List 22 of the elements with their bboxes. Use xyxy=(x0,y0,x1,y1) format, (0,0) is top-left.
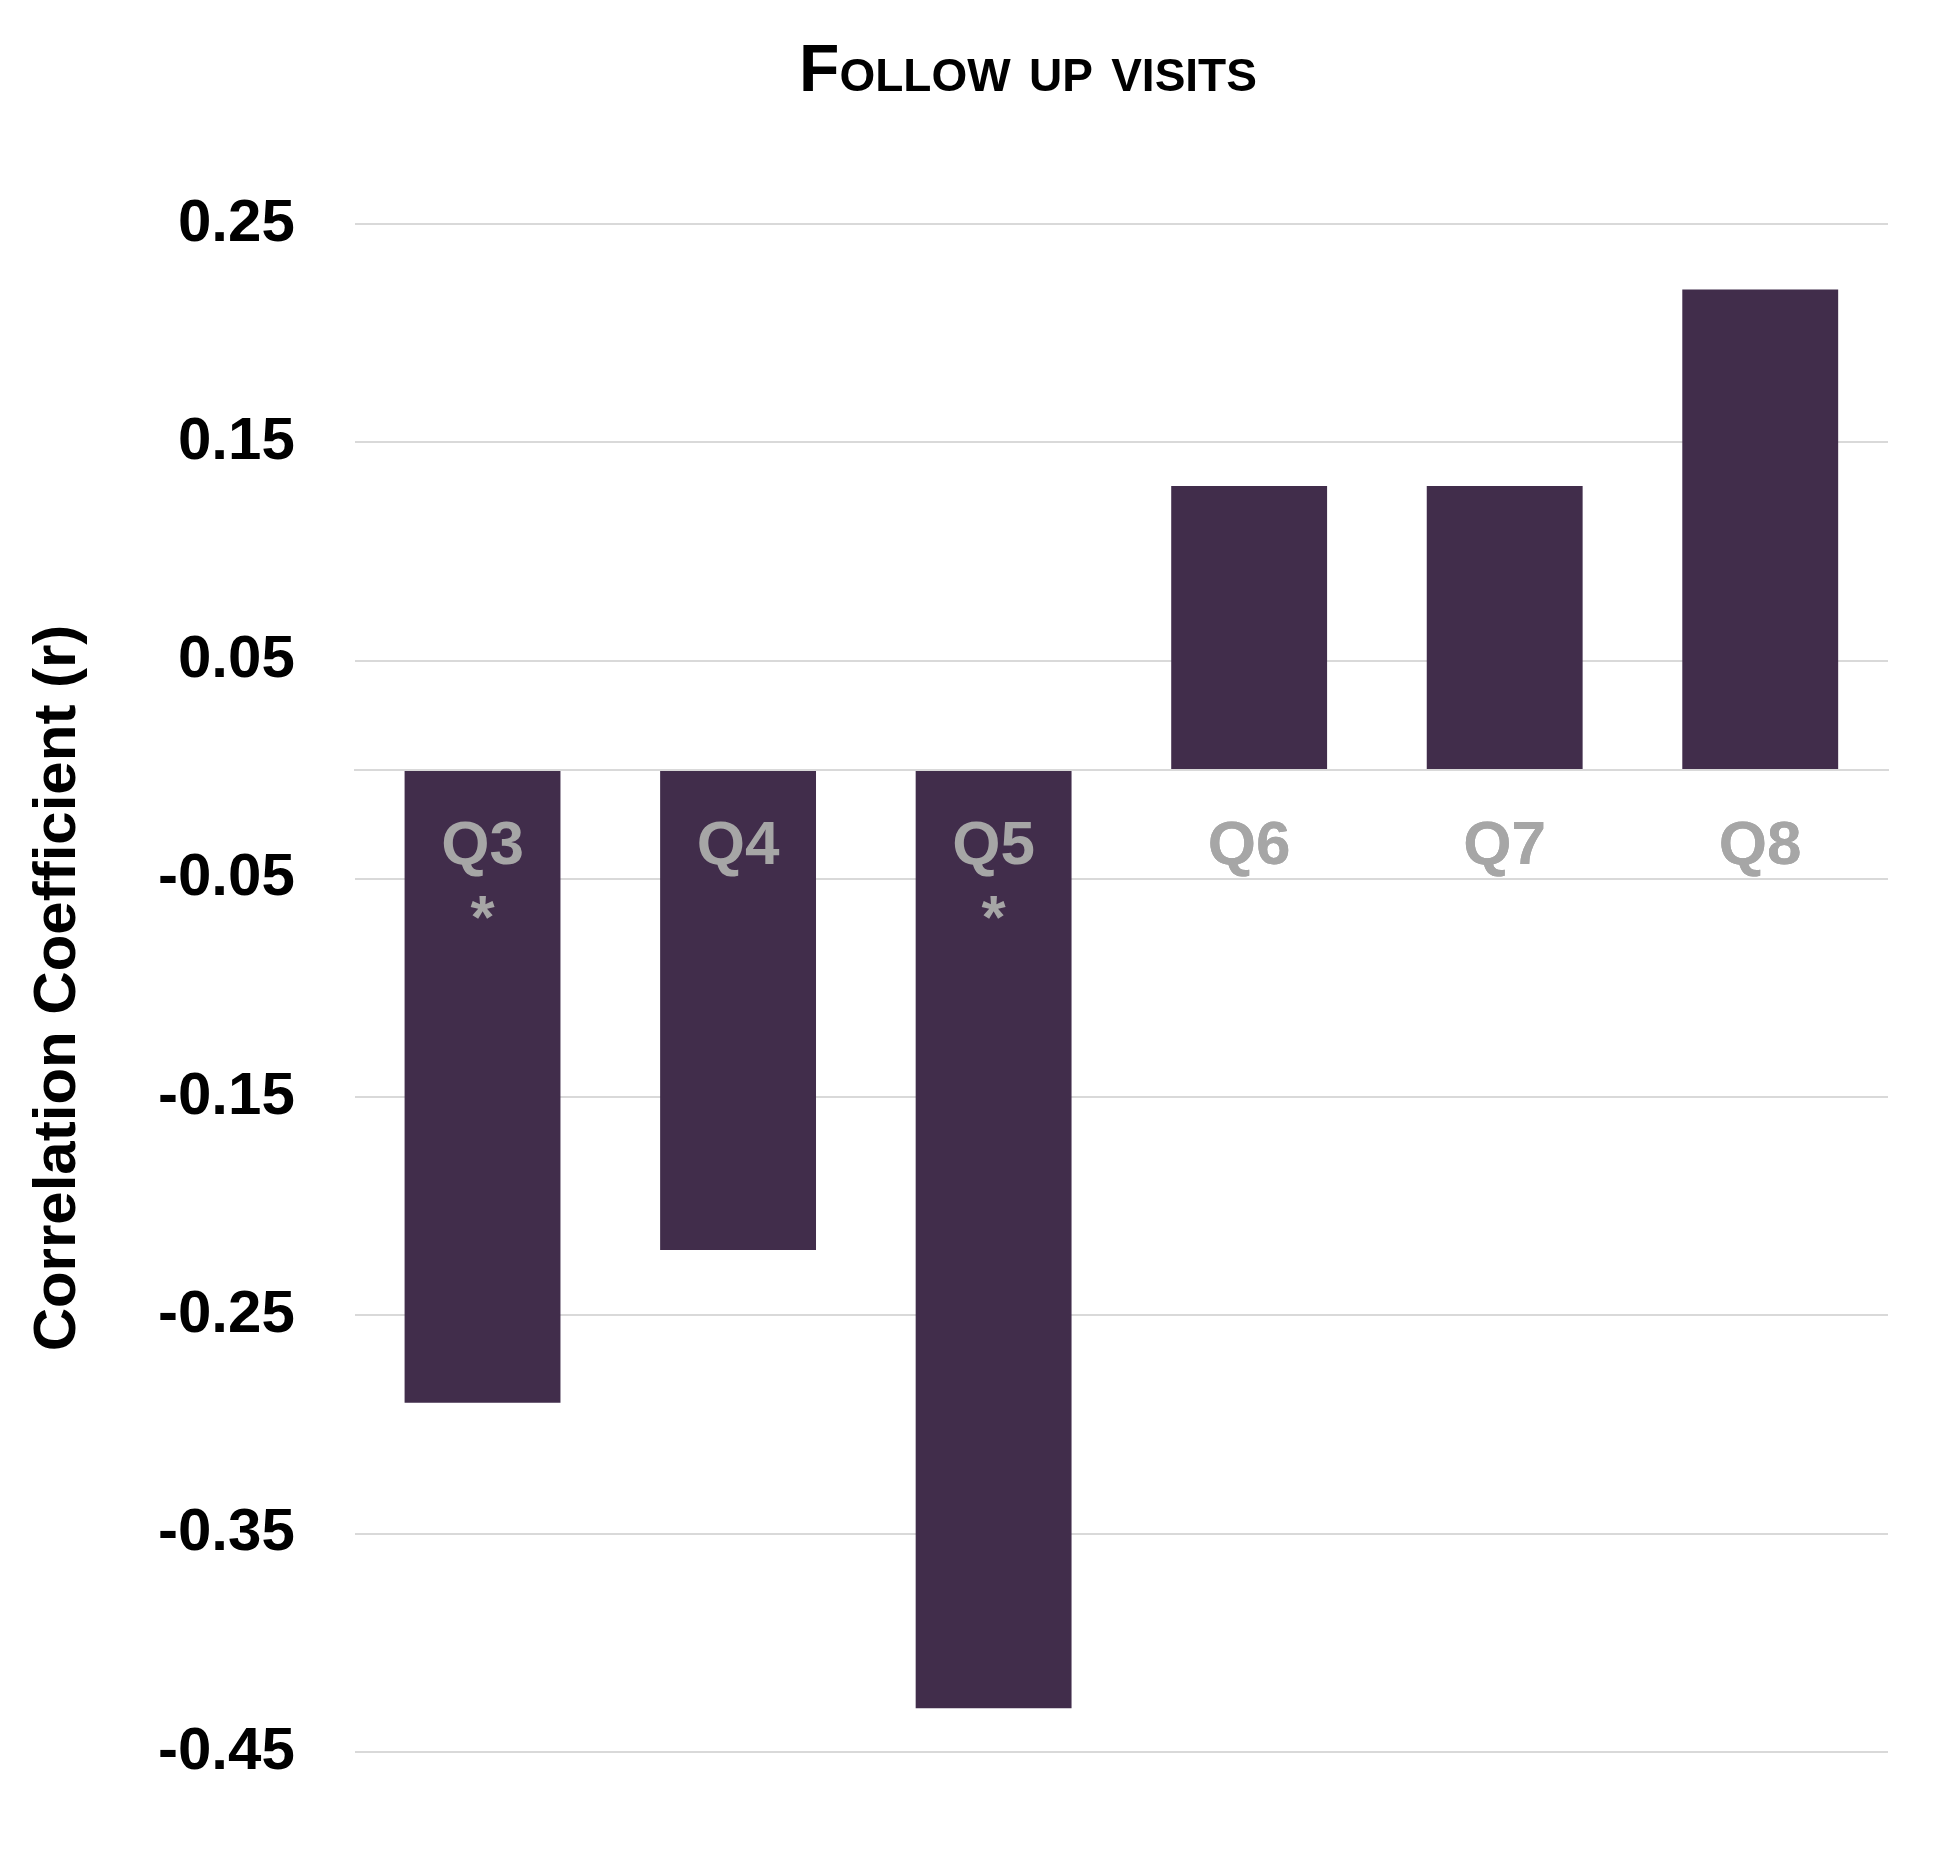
x-tick-label: Q4 xyxy=(696,808,780,878)
x-tick-label: Q3 * xyxy=(441,808,524,952)
y-tick-label: -0.25 xyxy=(157,1277,295,1345)
y-tick-label: 0.05 xyxy=(177,623,295,691)
y-tick-label: -0.45 xyxy=(157,1714,295,1782)
x-tick-label: Q7 xyxy=(1463,808,1547,878)
x-tick-label: Q5 * xyxy=(952,808,1035,952)
y-tick-label: -0.15 xyxy=(157,1059,295,1127)
y-axis-title: Correlation Coefficient (r) xyxy=(20,624,88,1352)
bar xyxy=(660,769,817,1250)
y-tick-label: 0.15 xyxy=(177,404,295,472)
chart-title: Follow up visits xyxy=(798,30,1258,107)
x-tick-label: Q8 xyxy=(1718,808,1802,878)
y-tick-label: -0.35 xyxy=(157,1496,295,1564)
bar xyxy=(1682,289,1839,770)
y-tick-label: -0.05 xyxy=(157,841,295,909)
x-tick-label: Q6 xyxy=(1207,808,1291,878)
y-tick-label: 0.25 xyxy=(177,186,295,254)
bar xyxy=(404,769,561,1403)
bar xyxy=(915,769,1072,1709)
bar xyxy=(1171,485,1328,770)
bar xyxy=(1426,485,1583,770)
